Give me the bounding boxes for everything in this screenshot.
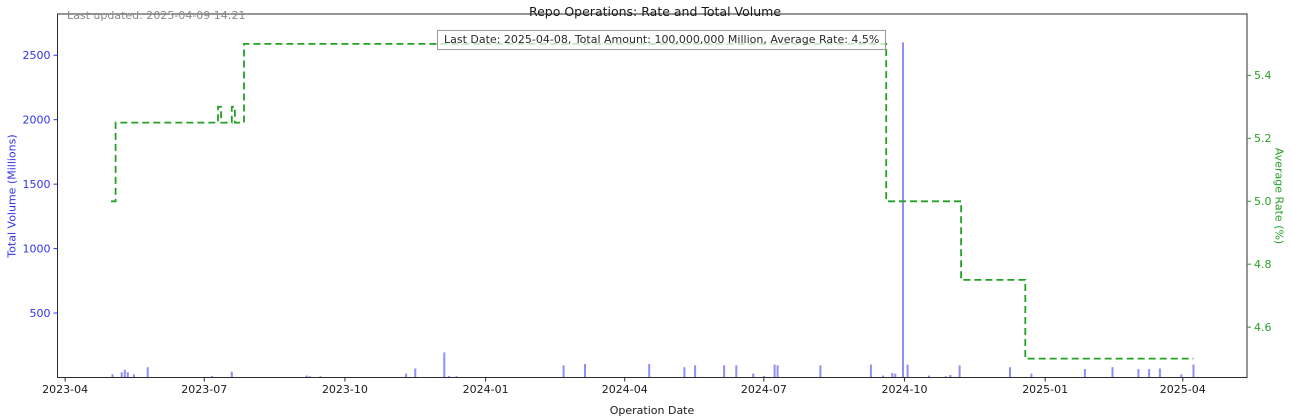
volume-bar: [1180, 374, 1183, 378]
volume-bar: [210, 376, 213, 378]
annotation-box: Last Date: 2025-04-08, Total Amount: 100…: [437, 30, 887, 50]
y-right-tick-label: 5.4: [1254, 69, 1272, 82]
volume-bar: [1030, 373, 1033, 378]
volume-bar: [1158, 368, 1161, 378]
volume-bar: [308, 376, 311, 378]
y-right-tick-label: 5.2: [1254, 132, 1272, 145]
volume-bar: [1192, 364, 1195, 378]
volume-bar: [319, 376, 322, 378]
volume-bar: [694, 365, 697, 378]
volume-bar: [562, 365, 565, 378]
volume-bar: [944, 376, 947, 378]
volume-bar: [906, 364, 909, 378]
last-updated-text: Last updated: 2025-04-09 14:21: [67, 9, 246, 22]
volume-bar: [126, 372, 129, 378]
volume-bar: [146, 367, 149, 378]
x-tick-label: 2024-01: [463, 383, 509, 396]
volume-bar: [819, 365, 822, 378]
x-tick-label: 2025-04: [1160, 383, 1206, 396]
volume-bar: [891, 373, 894, 378]
volume-bar: [1137, 369, 1140, 378]
rate-line: [111, 43, 1194, 360]
x-axis-label: Operation Date: [609, 404, 695, 417]
volume-bar: [882, 375, 885, 378]
volume-bar: [1083, 369, 1086, 378]
volume-bar: [1009, 367, 1011, 378]
volume-bar: [1111, 367, 1114, 378]
volume-bar: [455, 376, 458, 378]
chart-title: Repo Operations: Rate and Total Volume: [528, 4, 782, 19]
y-right-tick-label: 4.6: [1254, 321, 1272, 334]
x-tick-label: 2024-10: [882, 383, 928, 396]
x-tick-label: 2024-04: [602, 383, 648, 396]
y-left-tick-label: 1500: [23, 178, 51, 191]
volume-bar: [111, 374, 114, 378]
y-right-tick-label: 5.0: [1254, 195, 1272, 208]
volume-bar: [443, 352, 446, 378]
x-tick-label: 2024-07: [741, 383, 787, 396]
y-left-tick-label: 2000: [23, 113, 51, 126]
volume-bar: [123, 369, 126, 378]
volume-bar: [776, 365, 779, 378]
x-tick-label: 2023-10: [322, 383, 368, 396]
axes-frame: [57, 13, 1248, 378]
volume-bar: [683, 367, 686, 378]
volume-bar: [447, 376, 450, 378]
volume-bar: [902, 42, 904, 378]
x-tick-label: 2025-01: [1022, 383, 1068, 396]
volume-bar: [230, 371, 233, 378]
volume-bar: [928, 375, 930, 378]
volume-bar: [414, 368, 417, 378]
y-right-tick-label: 4.8: [1254, 258, 1272, 271]
y-left-tick-label: 500: [30, 307, 51, 320]
x-tick-label: 2023-07: [181, 383, 227, 396]
volume-bar: [735, 365, 738, 378]
y-axis-label-right: Average Rate (%): [1272, 147, 1286, 245]
volume-bar: [305, 375, 308, 378]
volume-bar: [120, 372, 123, 378]
volume-bar: [405, 373, 408, 378]
volume-bar: [584, 364, 586, 378]
volume-bar: [1148, 369, 1151, 378]
volume-bar: [949, 374, 952, 378]
y-left-tick-label: 1000: [23, 242, 51, 255]
volume-bar: [773, 364, 776, 378]
volume-bar: [752, 373, 755, 378]
volume-bar: [958, 365, 961, 378]
y-axis-label-left: Total Volume (Millions): [5, 134, 19, 258]
x-tick-label: 2023-04: [42, 383, 88, 396]
y-left-tick-label: 2500: [23, 49, 51, 62]
volume-bar: [762, 376, 765, 378]
volume-bar: [894, 373, 897, 378]
volume-bar: [723, 365, 726, 378]
volume-bar: [648, 364, 651, 378]
volume-bar: [132, 374, 135, 378]
volume-bar: [869, 364, 872, 378]
